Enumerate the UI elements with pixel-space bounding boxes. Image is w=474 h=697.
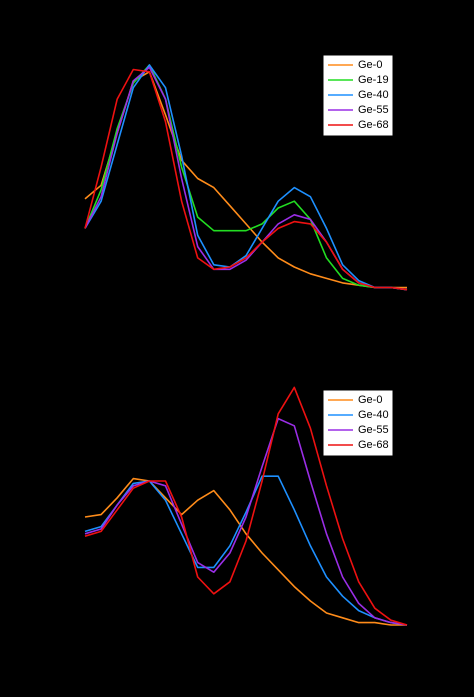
legend-label: Ge-0: [358, 59, 382, 71]
series-line: [84, 68, 408, 291]
series-line: [84, 417, 408, 626]
series-line: [84, 386, 408, 626]
legend-label: Ge-19: [358, 74, 389, 86]
legend-label: Ge-68: [358, 119, 389, 131]
legend-label: Ge-55: [358, 424, 389, 436]
legend-label: Ge-40: [358, 409, 389, 421]
series-line: [84, 477, 407, 626]
legend-label: Ge-55: [358, 104, 389, 116]
legend-label: Ge-40: [358, 89, 389, 101]
series-line: [84, 64, 408, 291]
legend-label: Ge-0: [358, 394, 382, 406]
series-line: [84, 475, 408, 626]
legend-label: Ge-68: [358, 439, 389, 451]
